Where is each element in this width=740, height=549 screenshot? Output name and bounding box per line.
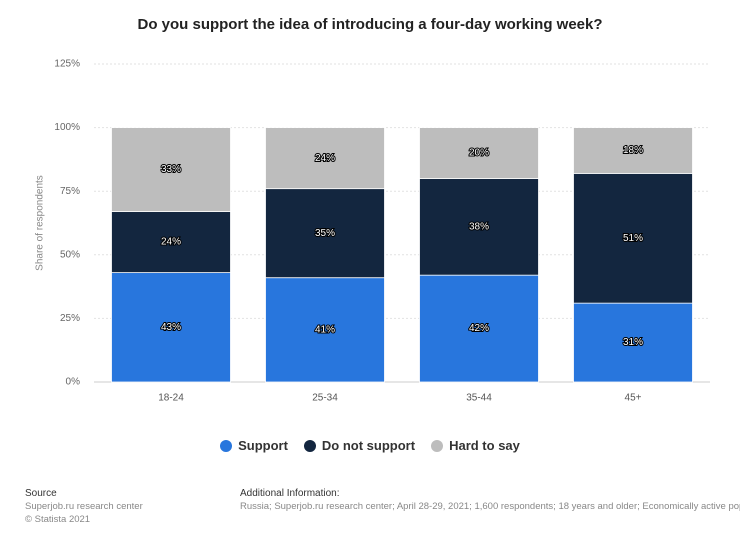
x-tick-label: 45+ — [625, 393, 642, 404]
bar-segment — [419, 178, 539, 276]
bar-segment — [573, 302, 693, 383]
data-label: 51% — [623, 233, 643, 244]
legend-swatch — [220, 439, 233, 452]
legend-label: Support — [238, 438, 288, 453]
chart-title: Do you support the idea of introducing a… — [137, 16, 602, 33]
legend-swatch — [431, 439, 444, 452]
data-label: 20% — [469, 148, 489, 159]
source-line: © Statista 2021 — [25, 514, 91, 525]
x-tick-label: 18-24 — [158, 393, 184, 404]
legend-label: Do not support — [321, 438, 416, 453]
info-text: Russia; Superjob.ru research center; Apr… — [240, 501, 740, 512]
bar-segment — [573, 127, 693, 174]
data-label: 41% — [315, 324, 335, 335]
data-label: 35% — [315, 228, 335, 239]
data-label: 24% — [315, 153, 335, 164]
chart: Do you support the idea of introducing a… — [35, 16, 710, 404]
y-axis-label: Share of respondents — [35, 175, 46, 271]
legend-swatch — [303, 439, 316, 452]
y-tick-label: 125% — [54, 59, 80, 70]
y-tick-label: 100% — [54, 122, 80, 133]
source-title: Source — [25, 488, 57, 499]
data-label: 43% — [161, 322, 181, 333]
bar-segment — [419, 127, 539, 179]
x-tick-label: 35-44 — [466, 393, 492, 404]
bar-segment — [573, 172, 693, 304]
data-label: 18% — [623, 145, 643, 156]
data-label: 38% — [469, 221, 489, 232]
data-label: 42% — [469, 323, 489, 334]
info-title: Additional Information: — [240, 488, 340, 499]
legend: Support Do not support Hard to say — [0, 438, 740, 453]
legend-label: Hard to say — [449, 438, 520, 453]
additional-info: Additional Information: Russia; Superjob… — [240, 487, 740, 513]
x-tick-label: 25-34 — [312, 393, 338, 404]
bar-segment — [419, 274, 539, 383]
y-tick-label: 0% — [66, 377, 81, 388]
bar-segment — [265, 127, 385, 190]
y-tick-label: 25% — [60, 313, 80, 324]
data-label: 31% — [623, 337, 643, 348]
source: Source Superjob.ru research center © Sta… — [25, 487, 143, 526]
source-line: Superjob.ru research center — [25, 501, 143, 512]
bar-segment — [111, 272, 231, 383]
legend-item[interactable]: Do not support — [303, 438, 416, 453]
bar-segment — [265, 277, 385, 383]
y-tick-label: 50% — [60, 249, 80, 260]
legend-item[interactable]: Hard to say — [431, 438, 520, 453]
bar-segment — [111, 127, 231, 212]
data-label: 24% — [161, 237, 181, 248]
bar-segment — [265, 188, 385, 279]
data-label: 33% — [161, 164, 181, 175]
y-tick-label: 75% — [60, 186, 80, 197]
legend-item[interactable]: Support — [220, 438, 288, 453]
